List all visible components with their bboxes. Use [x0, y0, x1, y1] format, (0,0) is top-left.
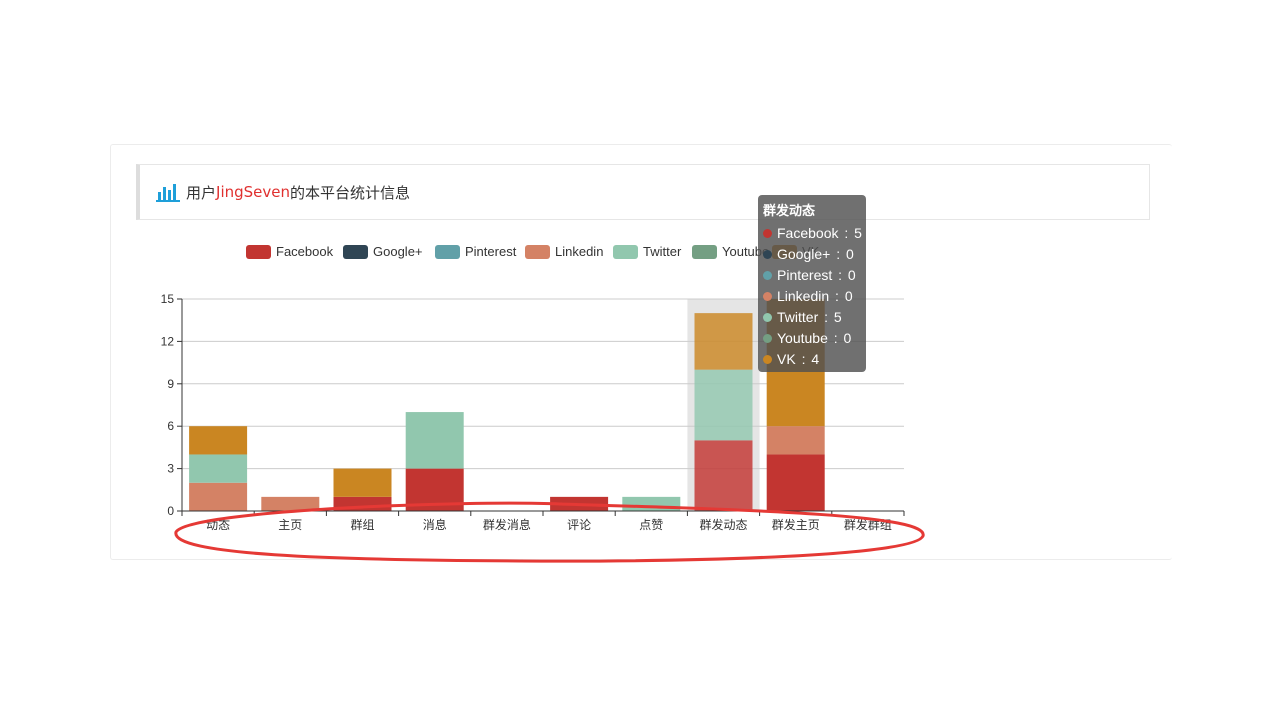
series-dot-icon [763, 333, 772, 343]
legend-swatch-youtube[interactable] [692, 245, 717, 259]
tooltip-row: Google+ : 0 [763, 244, 866, 265]
tooltip-series-value: 0 [843, 330, 852, 346]
series-dot-icon [763, 291, 772, 301]
x-tick-label: 群发主页 [772, 517, 820, 532]
tooltip-series-value: 0 [844, 288, 853, 304]
legend-swatch-google[interactable] [343, 245, 368, 259]
bar-vk-2[interactable] [333, 468, 392, 497]
series-dot-icon [763, 270, 772, 280]
legend-swatch-twitter[interactable] [613, 245, 638, 259]
tooltip-row: Twitter : 5 [763, 307, 866, 328]
y-tick-label: 15 [161, 292, 175, 306]
tooltip-series-value: 4 [811, 351, 820, 367]
bar-vk-0[interactable] [189, 426, 248, 455]
tooltip-separator: : [844, 225, 849, 241]
x-tick-label: 评论 [567, 518, 591, 532]
tooltip-row: Linkedin : 0 [763, 286, 866, 307]
y-tick-label: 12 [161, 334, 175, 348]
legend-swatch-pinterest[interactable] [435, 245, 460, 259]
tooltip-series-name: Twitter [777, 309, 819, 325]
bar-twitter-0[interactable] [189, 454, 248, 483]
tooltip-series-value: 5 [833, 309, 842, 325]
tooltip-separator: : [824, 309, 829, 325]
bar-linkedin-1[interactable] [261, 496, 320, 511]
tooltip-series-name: Linkedin [777, 288, 830, 304]
tooltip-separator: : [836, 246, 841, 262]
series-dot-icon [763, 228, 772, 238]
y-tick-label: 3 [167, 462, 174, 476]
x-tick-label: 主页 [278, 518, 302, 532]
chart-tooltip: 群发动态 Facebook : 5 Google+ : 0 Pinterest : … [758, 195, 866, 372]
bar-facebook-8[interactable] [766, 454, 825, 511]
legend-label[interactable]: Google+ [373, 244, 423, 259]
annotation-ellipse [174, 501, 925, 563]
x-tick-label: 群发动态 [699, 517, 747, 532]
tooltip-series-name: Youtube [777, 330, 828, 346]
bar-twitter-7[interactable] [694, 369, 753, 441]
x-tick-label: 群组 [350, 518, 374, 532]
series-dot-icon [763, 354, 772, 364]
tooltip-row: Facebook : 5 [763, 223, 866, 244]
bar-linkedin-8[interactable] [766, 426, 825, 455]
legend-label[interactable]: Youtube [722, 244, 769, 259]
tooltip-series-value: 5 [854, 225, 862, 241]
bar-linkedin-0[interactable] [189, 482, 248, 511]
x-tick-label: 消息 [423, 517, 447, 532]
tooltip-title: 群发动态 [763, 203, 816, 218]
tooltip-row: VK : 4 [763, 349, 866, 370]
tooltip-separator: : [838, 267, 843, 283]
bar-chart-icon [156, 182, 180, 202]
legend-label[interactable]: Facebook [276, 244, 334, 259]
legend-label[interactable]: Twitter [643, 244, 682, 259]
x-tick-label: 点赞 [639, 518, 663, 532]
legend-label[interactable]: Linkedin [555, 244, 603, 259]
bar-vk-7[interactable] [694, 313, 753, 370]
bar-twitter-3[interactable] [405, 412, 464, 469]
y-tick-label: 9 [167, 377, 174, 391]
tooltip-separator: : [833, 330, 838, 346]
tooltip-row: Pinterest : 0 [763, 265, 866, 286]
tooltip-series-value: 0 [846, 246, 854, 262]
tooltip-separator: : [801, 351, 806, 367]
legend-label[interactable]: Pinterest [465, 244, 517, 259]
tooltip-row: Youtube : 0 [763, 328, 866, 349]
header-prefix: 用户 [186, 183, 217, 202]
x-tick-label: 群发消息 [483, 517, 531, 532]
tooltip-series-name: VK [777, 351, 796, 367]
bar-facebook-7[interactable] [694, 440, 753, 511]
y-tick-label: 0 [167, 504, 174, 518]
tooltip-series-name: Google+ [777, 246, 831, 262]
series-dot-icon [763, 312, 772, 322]
y-tick-label: 6 [167, 419, 174, 433]
tooltip-series-value: 0 [847, 267, 856, 283]
legend-swatch-facebook[interactable] [246, 245, 271, 259]
header-username[interactable]: JingSeven [216, 183, 290, 201]
tooltip-separator: : [835, 288, 839, 304]
header-suffix: 的本平台统计信息 [290, 183, 411, 202]
panel-header: 用户 JingSeven 的本平台统计信息 [136, 164, 1150, 220]
tooltip-series-name: Pinterest [777, 267, 833, 283]
series-dot-icon [763, 249, 772, 259]
tooltip-series-name: Facebook [777, 225, 839, 241]
legend-swatch-linkedin[interactable] [525, 245, 550, 259]
